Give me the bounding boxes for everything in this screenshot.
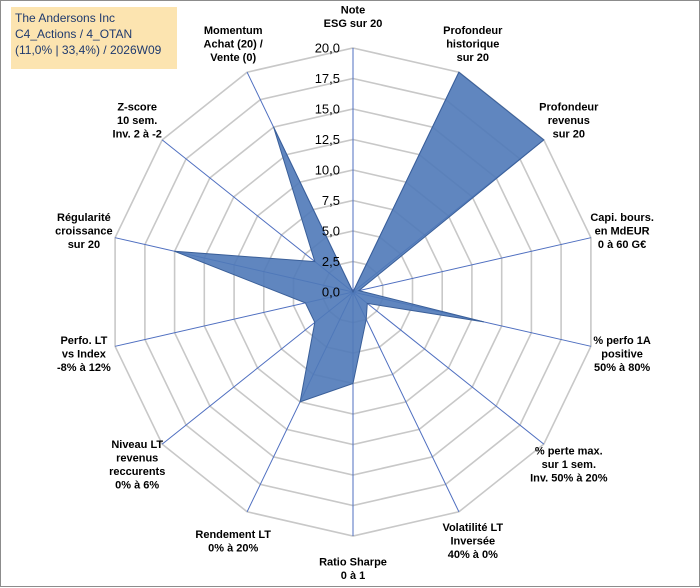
tick-label: 7,5 [322,193,340,208]
axis-label: Capi. bours. en MdEUR 0 à 60 G€ [590,212,654,251]
company-name: The Andersons Inc [15,11,116,25]
axis-label: % perte max. sur 1 sem. Inv. 50% à 20% [530,446,608,485]
axis-label: % perfo 1A positive 50% à 80% [593,335,651,374]
axis-spoke [352,237,592,293]
axis-spoke [352,291,545,445]
axis-label: Ratio Sharpe 0 à 1 [319,556,387,582]
series-layer [174,71,545,403]
tick-label: 2,5 [322,254,340,269]
portfolio-stats: (11,0% | 33,4%) / 2026W09 [15,43,162,57]
axis-label: Profondeur historique sur 20 [443,25,503,64]
axis-spoke [352,291,460,513]
tick-label: 20,0 [315,41,340,56]
axis-label: Profondeur revenus sur 20 [539,101,599,140]
axis-label: Rendement LT 0% à 20% [195,529,271,555]
tick-label: 10,0 [315,163,340,178]
label-layer: Note ESG sur 20 Profondeur historique sur 20… [55,4,654,582]
axis-label: Z-score 10 sem. Inv. 2 à -2 [113,101,162,140]
axis-label: Perfo. LT vs Index -8% à 12% [57,335,111,374]
axis-label: Momentum Achat (20) / Vente (0) [204,25,263,64]
series-polygon [174,71,545,403]
tick-label: 15,0 [315,102,340,117]
chart-title-box: The Andersons Inc C4_Actions / 4_OTAN (1… [11,7,177,69]
tick-label: 5,0 [322,224,340,239]
axis-label: Volatilité LT Inversée 40% à 0% [442,522,503,561]
tick-label: 0,0 [322,285,340,300]
axis-label: Régularité croissance sur 20 [55,212,112,251]
axis-label: Niveau LT revenus reccurents 0% à 6% [109,439,165,492]
portfolio-name: C4_Actions / 4_OTAN [15,27,133,41]
axis-label: Note ESG sur 20 [324,4,383,30]
tick-label: 12,5 [315,132,340,147]
tick-layer: 0,0 2,5 5,0 7,5 10,0 12,5 15,0 17,5 20,0 [315,41,340,300]
tick-label: 17,5 [315,71,340,86]
